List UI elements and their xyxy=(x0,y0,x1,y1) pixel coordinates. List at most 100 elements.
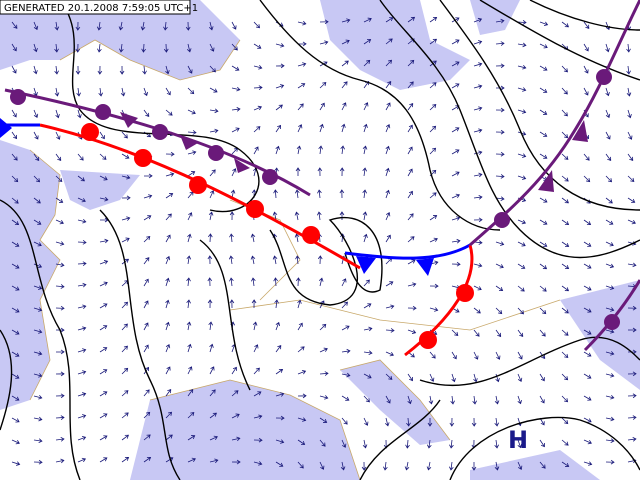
isobar xyxy=(99,209,181,480)
wind-arrow xyxy=(253,461,263,466)
wind-arrow xyxy=(406,417,411,427)
wind-arrow xyxy=(495,329,502,338)
wind-arrow xyxy=(319,323,327,331)
wind-arrow xyxy=(316,211,322,221)
wind-arrow xyxy=(605,241,614,247)
wind-arrow xyxy=(275,43,285,48)
wind-arrow xyxy=(33,131,39,140)
wind-arrow xyxy=(143,257,150,265)
wind-arrow xyxy=(495,129,505,135)
wind-arrow xyxy=(252,321,258,331)
wind-arrow xyxy=(605,329,615,334)
symbol xyxy=(208,145,224,161)
wind-arrow xyxy=(583,461,593,466)
wind-arrow xyxy=(561,175,569,182)
wind-arrow xyxy=(495,373,500,383)
wind-arrow xyxy=(495,107,505,113)
wind-arrow xyxy=(77,218,87,224)
wind-arrow xyxy=(451,238,461,244)
atlantic xyxy=(0,140,60,410)
wind-arrow xyxy=(143,300,149,309)
symbol xyxy=(134,149,152,167)
wind-arrow xyxy=(429,82,437,89)
fronts xyxy=(0,0,640,357)
wind-arrow xyxy=(407,59,415,67)
wind-arrow xyxy=(165,411,173,419)
wind-arrow xyxy=(297,299,302,309)
wind-arrow xyxy=(319,19,329,25)
wind-arrow xyxy=(341,81,348,89)
wind-arrow xyxy=(339,167,345,177)
wind-arrow xyxy=(99,153,107,160)
wind-arrow xyxy=(319,123,324,133)
wind-arrow xyxy=(561,109,568,117)
wind-arrow xyxy=(294,233,300,243)
wind-arrow xyxy=(55,284,65,289)
wind-arrow xyxy=(142,65,147,75)
wind-arrow xyxy=(407,168,413,177)
wind-arrow xyxy=(141,43,146,53)
wind-arrow xyxy=(341,278,347,287)
wind-arrow xyxy=(407,124,413,133)
wind-arrow xyxy=(473,373,478,383)
wind-arrow xyxy=(11,351,20,357)
wind-arrow xyxy=(187,171,196,177)
wind-arrow xyxy=(341,372,351,378)
wind-arrow xyxy=(385,212,391,221)
wind-arrow xyxy=(97,43,102,53)
symbol xyxy=(494,212,510,228)
wind-arrow xyxy=(429,147,437,155)
wind-arrow xyxy=(11,175,19,183)
wind-arrow xyxy=(143,215,152,221)
wind-arrow xyxy=(11,395,20,401)
wind-arrow xyxy=(605,285,615,290)
wind-arrow xyxy=(605,175,613,183)
wind-arrow xyxy=(583,241,592,247)
wind-arrow xyxy=(275,321,281,331)
warm-front xyxy=(404,244,474,357)
wind-arrow xyxy=(11,439,20,445)
wind-arrow xyxy=(165,65,170,75)
wind-arrow xyxy=(539,153,548,159)
wind-arrow xyxy=(275,368,284,375)
wind-arrow xyxy=(517,20,527,25)
isobar xyxy=(529,0,640,31)
wind-arrow xyxy=(253,43,262,49)
wind-arrow xyxy=(77,109,82,119)
wind-arrow xyxy=(361,461,367,471)
wind-arrow xyxy=(341,417,348,425)
wind-arrow xyxy=(517,241,526,247)
wind-arrow xyxy=(429,283,439,289)
wind-arrow xyxy=(121,456,130,463)
wind-arrow xyxy=(473,194,483,200)
wind-arrow xyxy=(426,439,432,449)
wind-arrow xyxy=(495,151,505,157)
wind-arrow xyxy=(275,392,285,397)
wind-arrow xyxy=(209,435,218,441)
timestamp-box xyxy=(0,0,191,15)
wind-arrow xyxy=(626,65,631,75)
wind-arrow xyxy=(517,307,525,315)
wind-arrow xyxy=(275,461,284,467)
wind-arrow xyxy=(363,39,372,45)
wind-arrow xyxy=(143,87,148,97)
wind-arrow xyxy=(11,263,20,269)
wind-arrow xyxy=(407,236,415,243)
wind-arrow xyxy=(209,412,217,419)
wind-arrow xyxy=(605,263,615,269)
wind-arrow xyxy=(429,17,438,23)
wind-arrow xyxy=(539,461,546,469)
wind-arrow xyxy=(55,458,65,464)
wind-arrow xyxy=(99,413,108,419)
wind-arrow xyxy=(341,39,350,45)
wind-arrow xyxy=(121,301,129,309)
wind-arrow xyxy=(429,38,438,45)
wind-arrow xyxy=(253,21,261,29)
wind-arrow xyxy=(341,348,351,354)
wind-arrow xyxy=(495,351,501,360)
gulf xyxy=(470,0,520,35)
wind-arrow xyxy=(407,102,414,111)
wind-arrow xyxy=(231,65,240,71)
wind-arrow xyxy=(561,131,569,139)
wind-arrow xyxy=(627,197,636,203)
